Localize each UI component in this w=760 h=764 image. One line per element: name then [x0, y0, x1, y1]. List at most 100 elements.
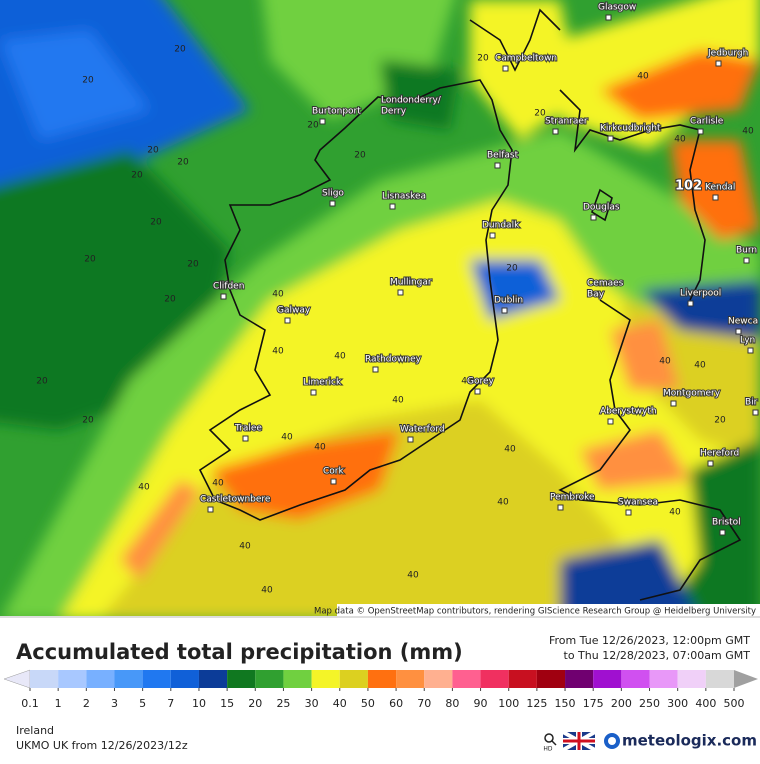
scale-tick-label: 0.1 [21, 697, 39, 710]
place-marker [494, 162, 501, 169]
place-marker [389, 203, 396, 210]
contour-label: 20 [131, 171, 143, 181]
region: Ireland [16, 724, 54, 737]
scale-box [649, 670, 678, 688]
scale-box [142, 670, 171, 688]
contour-label: 40 [674, 135, 686, 145]
scale-tick-label: 3 [111, 697, 118, 710]
place-marker [752, 409, 759, 416]
scale-tick-label: 2 [83, 697, 90, 710]
place-label: Glasgow [598, 3, 636, 13]
place-label: Londonderry/ [381, 96, 442, 106]
place-marker [330, 478, 337, 485]
place-marker [735, 328, 742, 335]
place-label: Dublin [494, 296, 523, 306]
place-label: Clifden [213, 282, 244, 292]
scale-box [114, 670, 143, 688]
scale-box [58, 670, 87, 688]
scale-tick-label: 250 [639, 697, 660, 710]
place-label: Montgomery [663, 389, 721, 399]
place-marker [590, 214, 597, 221]
scale-box [311, 670, 340, 688]
place-label: Jedburgh [707, 49, 748, 59]
scale-tick-label: 10 [192, 697, 206, 710]
place-marker [557, 504, 564, 511]
place-label: Bir [745, 398, 758, 408]
contour-label: 40 [637, 72, 649, 82]
language-flag[interactable] [562, 730, 596, 752]
place-marker [594, 290, 601, 297]
scale-tick-label: 125 [526, 697, 547, 710]
period-from: From Tue 12/26/2023, 12:00pm GMT [549, 634, 750, 647]
place-label: Rathdowney [365, 355, 422, 365]
place-label: Sligo [322, 189, 344, 199]
scale-box [424, 670, 453, 688]
scale-tick-label: 15 [220, 697, 234, 710]
contour-label: 20 [147, 146, 159, 156]
scale-box [170, 670, 199, 688]
place-marker [712, 194, 719, 201]
place-label: Aberystwyth [600, 407, 657, 417]
contour-label: 40 [742, 127, 754, 137]
scale-above [734, 670, 758, 688]
place-marker [687, 300, 694, 307]
place-marker [607, 418, 614, 425]
place-label: Kirkcudbright [600, 124, 661, 134]
scale-box [396, 670, 425, 688]
scale-box [536, 670, 566, 688]
place-label: Bristol [712, 518, 741, 528]
place-marker [284, 317, 291, 324]
place-label: Bay [587, 290, 605, 300]
place-label: Waterford [400, 425, 445, 435]
brand-logo[interactable]: meteologix.com [604, 732, 757, 750]
place-marker [743, 257, 750, 264]
scale-box [480, 670, 509, 688]
place-marker [552, 128, 559, 135]
place-label: Douglas [583, 203, 620, 213]
scale-tick-label: 50 [361, 697, 375, 710]
contour-label: 40 [272, 290, 284, 300]
scale-tick-label: 400 [695, 697, 716, 710]
place-marker [747, 347, 754, 354]
place-marker [607, 135, 614, 142]
contour-label: 20 [174, 45, 186, 55]
place-label: Castletownbere [200, 495, 271, 505]
place-label: Derry [381, 107, 407, 117]
contour-label: 40 [334, 352, 346, 362]
contour-label: 20 [36, 377, 48, 387]
contour-label: 40 [407, 571, 419, 581]
place-marker [715, 60, 722, 67]
place-label: Tralee [234, 424, 262, 434]
place-label: Lisnaskea [382, 192, 426, 202]
scale-tick-label: 1 [55, 697, 62, 710]
scale-tick-label: 30 [305, 697, 319, 710]
contour-label: 40 [281, 433, 293, 443]
place-label: Hereford [700, 449, 739, 459]
place-marker [502, 65, 509, 72]
place-label: Galway [277, 306, 311, 316]
scale-box [565, 670, 594, 688]
place-label: Liverpool [680, 289, 721, 299]
scale-tick-label: 500 [724, 697, 745, 710]
scale-tick-label: 40 [333, 697, 347, 710]
scale-box [677, 670, 706, 688]
scale-box [621, 670, 650, 688]
scale-box [198, 670, 228, 688]
place-marker [397, 289, 404, 296]
place-marker [329, 200, 336, 207]
attribution: Map data © OpenStreetMap contributors, r… [314, 607, 756, 617]
contour-label: 20 [82, 76, 94, 86]
hd-label: HD [543, 746, 553, 753]
place-marker [310, 389, 317, 396]
scale-box [255, 670, 284, 688]
place-marker [207, 506, 214, 513]
place-marker [372, 366, 379, 373]
contour-label: 20 [84, 255, 96, 265]
contour-label: 40 [669, 508, 681, 518]
scale-tick-label: 7 [167, 697, 174, 710]
place-label: Dundalk [482, 221, 520, 231]
scale-box [508, 670, 537, 688]
contour-label: 40 [314, 443, 326, 453]
scale-box [227, 670, 256, 688]
search-icon[interactable]: HD [543, 733, 557, 753]
